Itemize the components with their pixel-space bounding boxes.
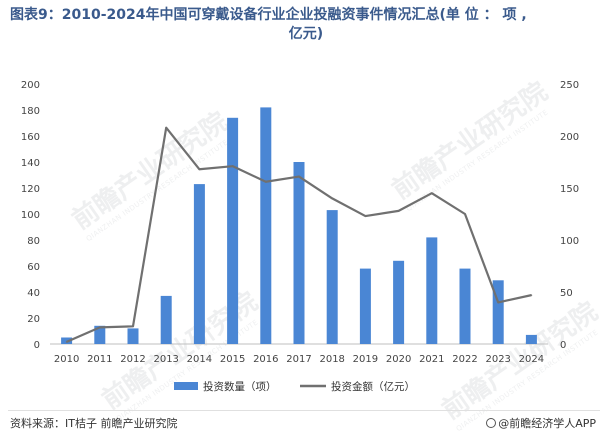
line-point-2011 xyxy=(99,326,101,329)
bar-2018 xyxy=(326,210,338,344)
y-left-tick-label: 80 xyxy=(27,236,40,247)
y-axis-right: 0 50 100 150 200 250 xyxy=(560,80,579,351)
y-axis-left: 0 20 40 60 80 100 120 140 160 180 200 xyxy=(21,80,40,351)
legend-label-line: 投资金额（亿元） xyxy=(331,380,415,393)
line-point-2021 xyxy=(431,192,433,194)
y-left-tick-label: 140 xyxy=(21,158,40,169)
legend-label-bar: 投资数量（项） xyxy=(203,380,277,393)
bar-2014 xyxy=(193,184,205,344)
bar-2013 xyxy=(160,295,172,344)
brand-text: @前瞻经济学人APP xyxy=(498,417,596,430)
bar-2023 xyxy=(492,280,504,344)
y-right-tick-label: 0 xyxy=(560,340,566,351)
legend-swatch-bar xyxy=(174,382,198,390)
y-left-tick-label: 100 xyxy=(21,210,40,221)
y-right-tick-label: 100 xyxy=(560,236,579,247)
chart-title-line1: 图表9：2010-2024年中国可穿戴设备行业企业投融资事件情况汇总(单 位 ：… xyxy=(10,7,527,23)
line-point-2017 xyxy=(298,175,300,178)
line-point-2024 xyxy=(530,294,533,296)
x-tick-label: 2019 xyxy=(353,354,378,365)
y-right-tick-label: 200 xyxy=(560,132,579,143)
brand-logo-icon xyxy=(486,418,497,428)
line-point-2016 xyxy=(265,180,267,183)
line-point-2023 xyxy=(497,301,500,304)
x-tick-label: 2017 xyxy=(286,354,311,365)
x-tick-label: 2016 xyxy=(253,354,278,365)
bar-2015 xyxy=(227,117,239,344)
y-left-tick-label: 40 xyxy=(27,288,40,299)
x-tick-label: 2012 xyxy=(120,354,145,365)
footer-divider xyxy=(8,410,600,411)
y-left-tick-label: 160 xyxy=(21,132,40,143)
bar-series xyxy=(61,107,537,345)
line-point-2019 xyxy=(364,215,367,217)
x-tick-label: 2010 xyxy=(54,354,79,365)
bar-2019 xyxy=(359,268,371,344)
y-left-tick-label: 120 xyxy=(21,184,40,195)
x-axis: 2010 2011 2012 2013 2014 2015 2016 2017 2018 2019… xyxy=(54,354,544,365)
line-point-2014 xyxy=(198,168,201,171)
bar-2012 xyxy=(127,328,139,344)
y-left-tick-label: 200 xyxy=(21,80,40,91)
x-tick-label: 2014 xyxy=(187,354,212,365)
line-point-2010 xyxy=(65,341,68,343)
y-right-tick-label: 50 xyxy=(560,288,573,299)
x-tick-label: 2023 xyxy=(485,354,510,365)
line-point-2022 xyxy=(464,213,466,215)
bar-2024 xyxy=(525,334,537,344)
bar-2022 xyxy=(459,268,471,344)
x-tick-label: 2021 xyxy=(419,354,444,365)
y-left-tick-label: 0 xyxy=(34,340,40,351)
line-point-2015 xyxy=(231,165,234,167)
source-note: 资料来源：IT桔子 前瞻产业研究院 xyxy=(10,417,178,430)
x-tick-label: 2011 xyxy=(87,354,112,365)
x-tick-label: 2015 xyxy=(220,354,245,365)
x-tick-label: 2024 xyxy=(519,354,544,365)
line-point-2018 xyxy=(331,197,334,200)
bar-2021 xyxy=(426,237,438,344)
x-tick-label: 2018 xyxy=(319,354,344,365)
x-tick-label: 2022 xyxy=(452,354,477,365)
bar-2020 xyxy=(393,260,405,344)
x-tick-label: 2013 xyxy=(153,354,178,365)
y-left-tick-label: 180 xyxy=(21,106,40,117)
y-left-tick-label: 20 xyxy=(27,314,40,325)
bar-2011 xyxy=(94,325,106,344)
x-tick-label: 2020 xyxy=(386,354,411,365)
line-point-2020 xyxy=(397,210,400,212)
bar-2016 xyxy=(260,107,272,345)
y-right-tick-label: 250 xyxy=(560,80,579,91)
line-series xyxy=(65,126,533,343)
chart-title-line2: 亿元) xyxy=(288,26,324,42)
brand-credit: @前瞻经济学人APP xyxy=(486,415,596,431)
line-point-2012 xyxy=(132,325,134,328)
y-right-tick-label: 150 xyxy=(560,184,579,195)
bar-2017 xyxy=(293,162,305,344)
y-left-tick-label: 60 xyxy=(27,262,40,273)
combo-chart: 0 20 40 60 80 100 120 140 160 180 200 0 50 100 150 200… xyxy=(21,80,579,393)
line-point-2013 xyxy=(165,126,167,129)
legend: 投资数量（项） 投资金额（亿元） xyxy=(174,380,415,393)
chart-title: 图表9：2010-2024年中国可穿戴设备行业企业投融资事件情况汇总(单 位 ：… xyxy=(10,6,602,44)
